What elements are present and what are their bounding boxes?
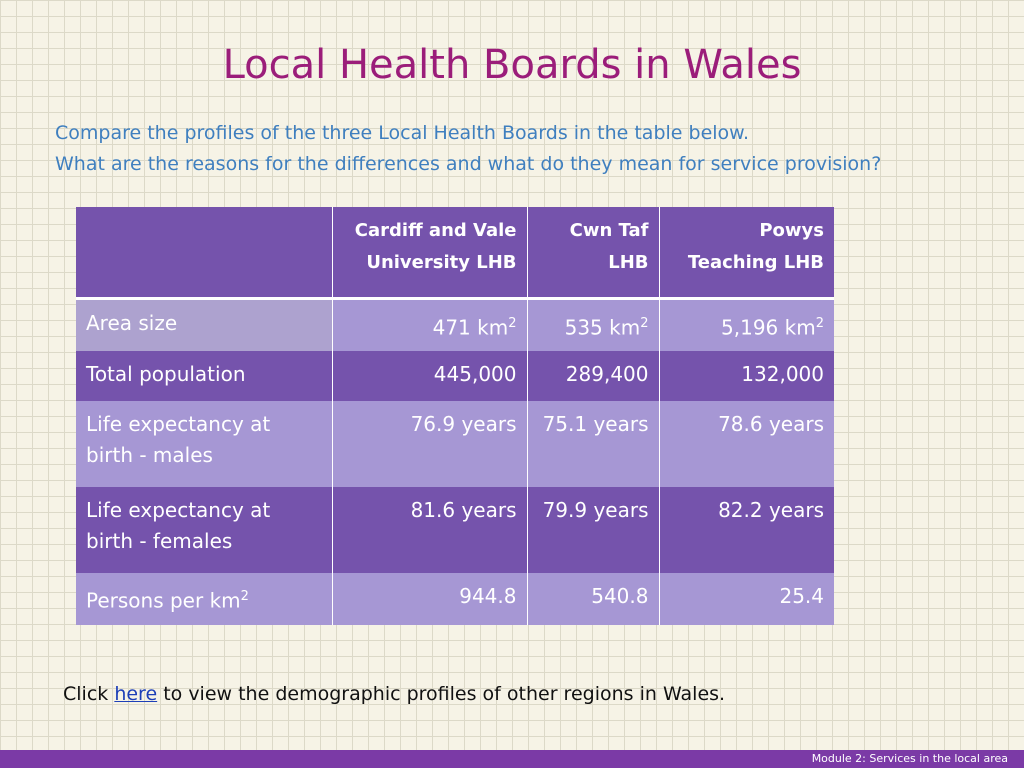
lhb-profile-table: Cardiff and Vale University LHB Cwn Taf … <box>76 207 834 625</box>
row-label-life-females: Life expectancy at birth - females <box>76 487 333 574</box>
cell-density-cwn-taf: 540.8 <box>527 573 660 625</box>
cell-area-cardiff: 471 km2 <box>332 298 528 352</box>
cell-life-males-cwn-taf: 75.1 years <box>527 401 660 488</box>
table-row-area: Area size 471 km2 535 km2 5,196 km2 <box>76 298 834 352</box>
header-cwn-taf: Cwn Taf LHB <box>527 207 660 300</box>
header-empty-cell <box>76 207 333 300</box>
cell-density-powys: 25.4 <box>779 584 824 609</box>
cell-life-males-cardiff: 76.9 years <box>332 401 528 488</box>
instructions: Compare the profiles of the three Local … <box>55 118 995 180</box>
cell-density-cardiff: 944.8 <box>332 573 528 625</box>
header-cardiff: Cardiff and Vale University LHB <box>332 207 528 300</box>
row-label-population: Total population <box>76 351 333 402</box>
table-row-life-females: Life expectancy at birth - females 81.6 … <box>76 487 834 574</box>
cell-population-cwn-taf: 289,400 <box>527 351 660 402</box>
row-label-area: Area size <box>76 298 333 352</box>
table-header-row: Cardiff and Vale University LHB Cwn Taf … <box>76 207 834 300</box>
cell-area-powys: 5,196 km2 <box>721 315 824 340</box>
click-note: Click here to view the demographic profi… <box>63 683 725 705</box>
cell-life-males-powys: 78.6 years <box>718 412 824 437</box>
footer-bar: Module 2: Services in the local area <box>0 750 1024 768</box>
cell-area-cwn-taf: 535 km2 <box>527 298 660 352</box>
here-link[interactable]: here <box>114 683 158 705</box>
cell-population-cardiff: 445,000 <box>332 351 528 402</box>
footer-text: Module 2: Services in the local area <box>811 752 1008 765</box>
table-row-density: Persons per km2 944.8 540.8 25.4 <box>76 573 834 625</box>
cell-life-females-cwn-taf: 79.9 years <box>527 487 660 574</box>
table-row-population: Total population 445,000 289,400 132,000 <box>76 351 834 402</box>
row-label-density: Persons per km2 <box>76 573 333 625</box>
cell-life-females-powys: 82.2 years <box>718 498 824 523</box>
header-powys: Powys Teaching LHB <box>659 207 834 300</box>
instruction-line-1: Compare the profiles of the three Local … <box>55 122 750 144</box>
note-prefix: Click <box>63 683 109 705</box>
instruction-line-2: What are the reasons for the differences… <box>55 153 882 175</box>
table-row-life-males: Life expectancy at birth - males 76.9 ye… <box>76 401 834 488</box>
note-suffix: to view the demographic profiles of othe… <box>163 683 726 705</box>
cell-population-powys: 132,000 <box>741 362 824 387</box>
cell-life-females-cardiff: 81.6 years <box>332 487 528 574</box>
row-label-life-males: Life expectancy at birth - males <box>76 401 333 488</box>
slide-title: Local Health Boards in Wales <box>222 42 802 88</box>
